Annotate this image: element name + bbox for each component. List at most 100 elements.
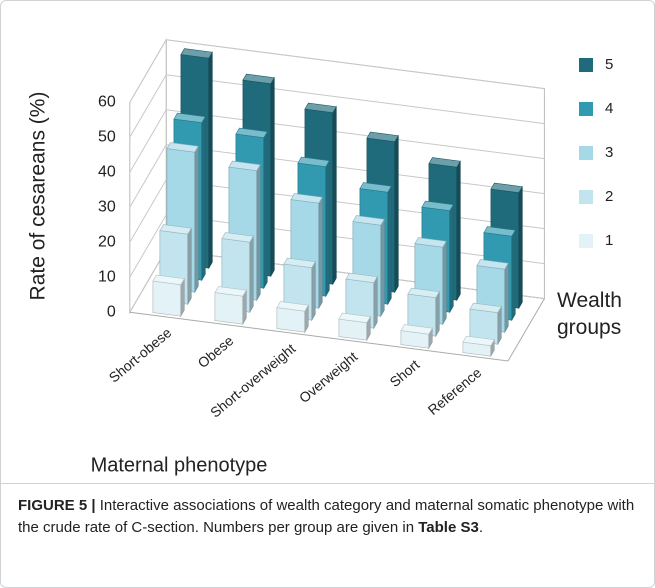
caption-text: Interactive associations of wealth categ… <box>18 497 635 536</box>
y-tick-label: 10 <box>98 268 116 285</box>
separator <box>1 483 654 484</box>
bar-top <box>400 324 433 335</box>
y-tick-label: 50 <box>98 128 116 145</box>
bar-side <box>270 76 275 278</box>
bar-side <box>456 160 461 302</box>
bar <box>152 274 185 318</box>
bar <box>469 302 502 346</box>
bar-side <box>394 134 399 294</box>
bar-top <box>242 73 275 85</box>
bar <box>276 301 309 334</box>
grid-line <box>129 144 545 208</box>
y-axis-label: Rate of cesareans (%) <box>27 92 50 301</box>
bar-top <box>476 259 509 270</box>
bar-side <box>504 262 509 334</box>
bar-front <box>214 292 244 325</box>
grid-line <box>129 74 545 138</box>
bar-top <box>235 127 268 139</box>
bar-side <box>318 196 323 310</box>
legend-swatch <box>579 102 593 116</box>
legend-swatch <box>579 146 593 160</box>
y-tick-label: 40 <box>98 163 116 180</box>
bar-side <box>249 235 254 314</box>
bar-top <box>421 200 454 212</box>
bar-side <box>194 145 199 294</box>
bar-side <box>435 290 440 338</box>
bar-top <box>290 193 323 204</box>
bar-side <box>187 227 192 306</box>
bar-top <box>338 312 371 324</box>
bar-side <box>332 105 337 286</box>
x-axis-label: Maternal phenotype <box>91 454 268 476</box>
bar-side <box>208 51 213 270</box>
legend-swatch <box>579 58 593 72</box>
bar-top <box>359 182 392 193</box>
bar-top <box>469 302 502 314</box>
caption-end: . <box>478 519 483 536</box>
bar-top <box>366 131 399 143</box>
bar-top <box>180 48 213 59</box>
bar-top <box>297 156 330 168</box>
legend-swatch <box>579 234 593 248</box>
bar-top <box>462 335 495 347</box>
bar <box>338 312 371 342</box>
bar-top <box>352 215 385 226</box>
y-tick-label: 20 <box>98 233 116 250</box>
bar-top <box>159 224 192 235</box>
bar-side <box>380 218 385 318</box>
bar <box>400 324 433 350</box>
bar-side <box>201 115 206 282</box>
bar-top <box>483 226 516 237</box>
bar-side <box>511 229 516 322</box>
bar-top <box>490 182 523 194</box>
bar-top <box>276 301 309 312</box>
bar-top <box>228 160 261 172</box>
y-tick-label: 60 <box>98 93 116 110</box>
bar-front <box>276 307 306 333</box>
x-tick-label: Obese <box>195 332 237 371</box>
chart: Rate of cesareans (%) Maternal phenotype… <box>27 37 613 476</box>
y-tick-label: 30 <box>98 198 116 215</box>
bar-top <box>428 157 461 168</box>
legend-swatch <box>579 190 593 204</box>
grid-line <box>129 39 545 103</box>
bar-side <box>442 240 447 326</box>
bar-top <box>221 232 254 243</box>
bar-side <box>325 159 330 298</box>
caption: FIGURE 5 | Interactive associations of w… <box>18 495 638 539</box>
bar-side <box>449 203 454 314</box>
legend-label: 4 <box>605 100 613 117</box>
legend-label: 2 <box>605 188 613 205</box>
bar-side <box>518 185 523 310</box>
bar-top <box>166 142 199 153</box>
bar-top <box>304 102 337 114</box>
bar-top <box>214 286 247 297</box>
x-tick-label: Overweight <box>296 348 361 406</box>
legend-label: 5 <box>605 56 613 73</box>
grid-line <box>129 179 545 243</box>
bar-side <box>256 163 261 302</box>
bar-side <box>263 130 268 290</box>
legend-title: Wealth groups <box>557 289 622 339</box>
x-tick-label: Short-obese <box>106 324 175 385</box>
y-tick-label: 0 <box>107 303 116 320</box>
caption-label: FIGURE 5 | <box>18 497 96 514</box>
bar-top <box>152 274 185 286</box>
bar <box>214 286 247 326</box>
bar <box>462 335 495 358</box>
bar-top <box>173 112 206 124</box>
bar-side <box>373 275 378 330</box>
bar-top <box>345 272 378 284</box>
x-tick-label: Short <box>386 356 422 390</box>
bar-top <box>283 257 316 269</box>
bar-side <box>387 185 392 306</box>
bar-side <box>311 260 316 322</box>
bar-top <box>414 237 447 248</box>
legend-label: 3 <box>605 144 613 161</box>
x-tick-label: Reference <box>425 364 485 418</box>
legend-label: 1 <box>605 232 613 249</box>
caption-ref: Table S3 <box>418 519 479 536</box>
bar-top <box>407 287 440 299</box>
grid-line <box>129 109 545 173</box>
